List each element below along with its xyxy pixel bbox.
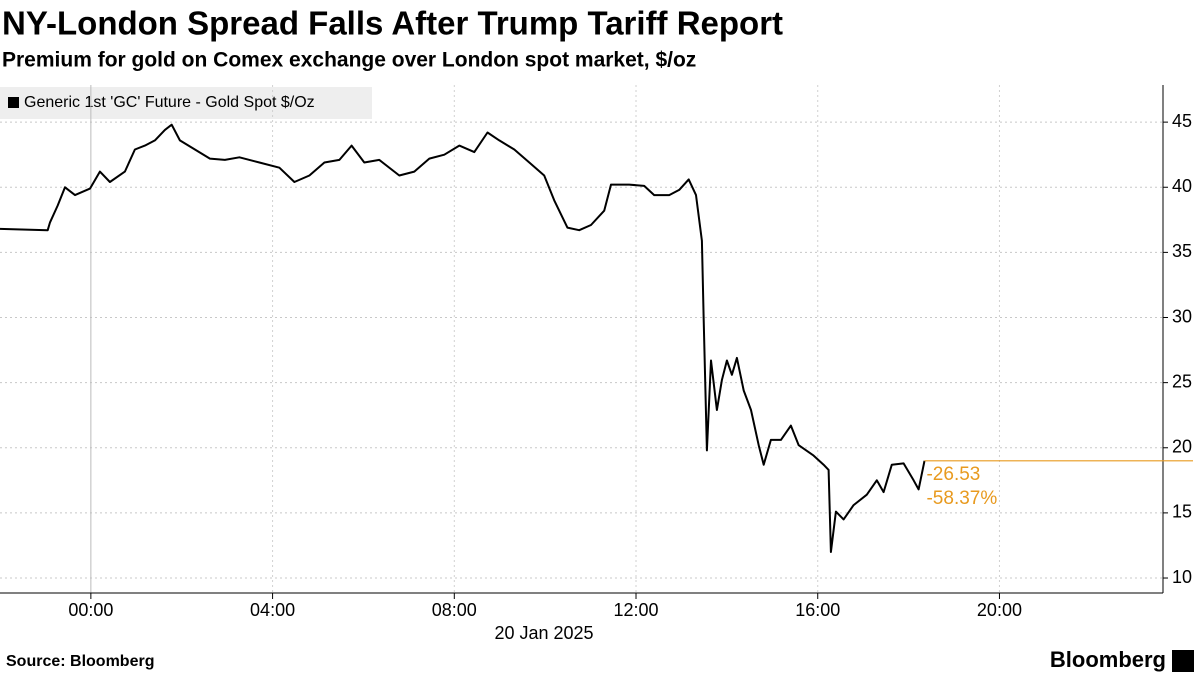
- y-tick-label: 10: [1172, 567, 1192, 587]
- y-tick-label: 15: [1172, 502, 1192, 522]
- line: [0, 123, 926, 553]
- annotation: -58.37%: [926, 488, 997, 509]
- y-tick-label: 35: [1172, 241, 1192, 261]
- x-tick-label: 08:00: [432, 600, 477, 620]
- x-tick-label: 20:00: [977, 600, 1022, 620]
- chart-title: NY-London Spread Falls After Trump Tarif…: [2, 5, 783, 42]
- y-tick-label: 45: [1172, 111, 1192, 131]
- x-tick-label: 16:00: [795, 600, 840, 620]
- legend-box: [0, 87, 372, 119]
- legend-label: Generic 1st 'GC' Future - Gold Spot $/Oz: [24, 94, 315, 111]
- y-tick-label: 40: [1172, 176, 1192, 196]
- x-tick-label: 00:00: [68, 600, 113, 620]
- x-axis-label: 20 Jan 2025: [494, 623, 593, 643]
- annotation: -26.53: [926, 464, 980, 485]
- legend-swatch: [8, 97, 19, 108]
- source: Source: Bloomberg: [6, 653, 154, 670]
- brand-logo: [1172, 650, 1194, 672]
- y-tick-label: 20: [1172, 437, 1192, 457]
- y-tick-label: 30: [1172, 306, 1192, 326]
- y-tick-label: 25: [1172, 371, 1192, 391]
- chart-subtitle: Premium for gold on Comex exchange over …: [2, 49, 696, 72]
- x-tick-label: 04:00: [250, 600, 295, 620]
- brand: Bloomberg: [1050, 647, 1166, 672]
- x-tick-label: 12:00: [613, 600, 658, 620]
